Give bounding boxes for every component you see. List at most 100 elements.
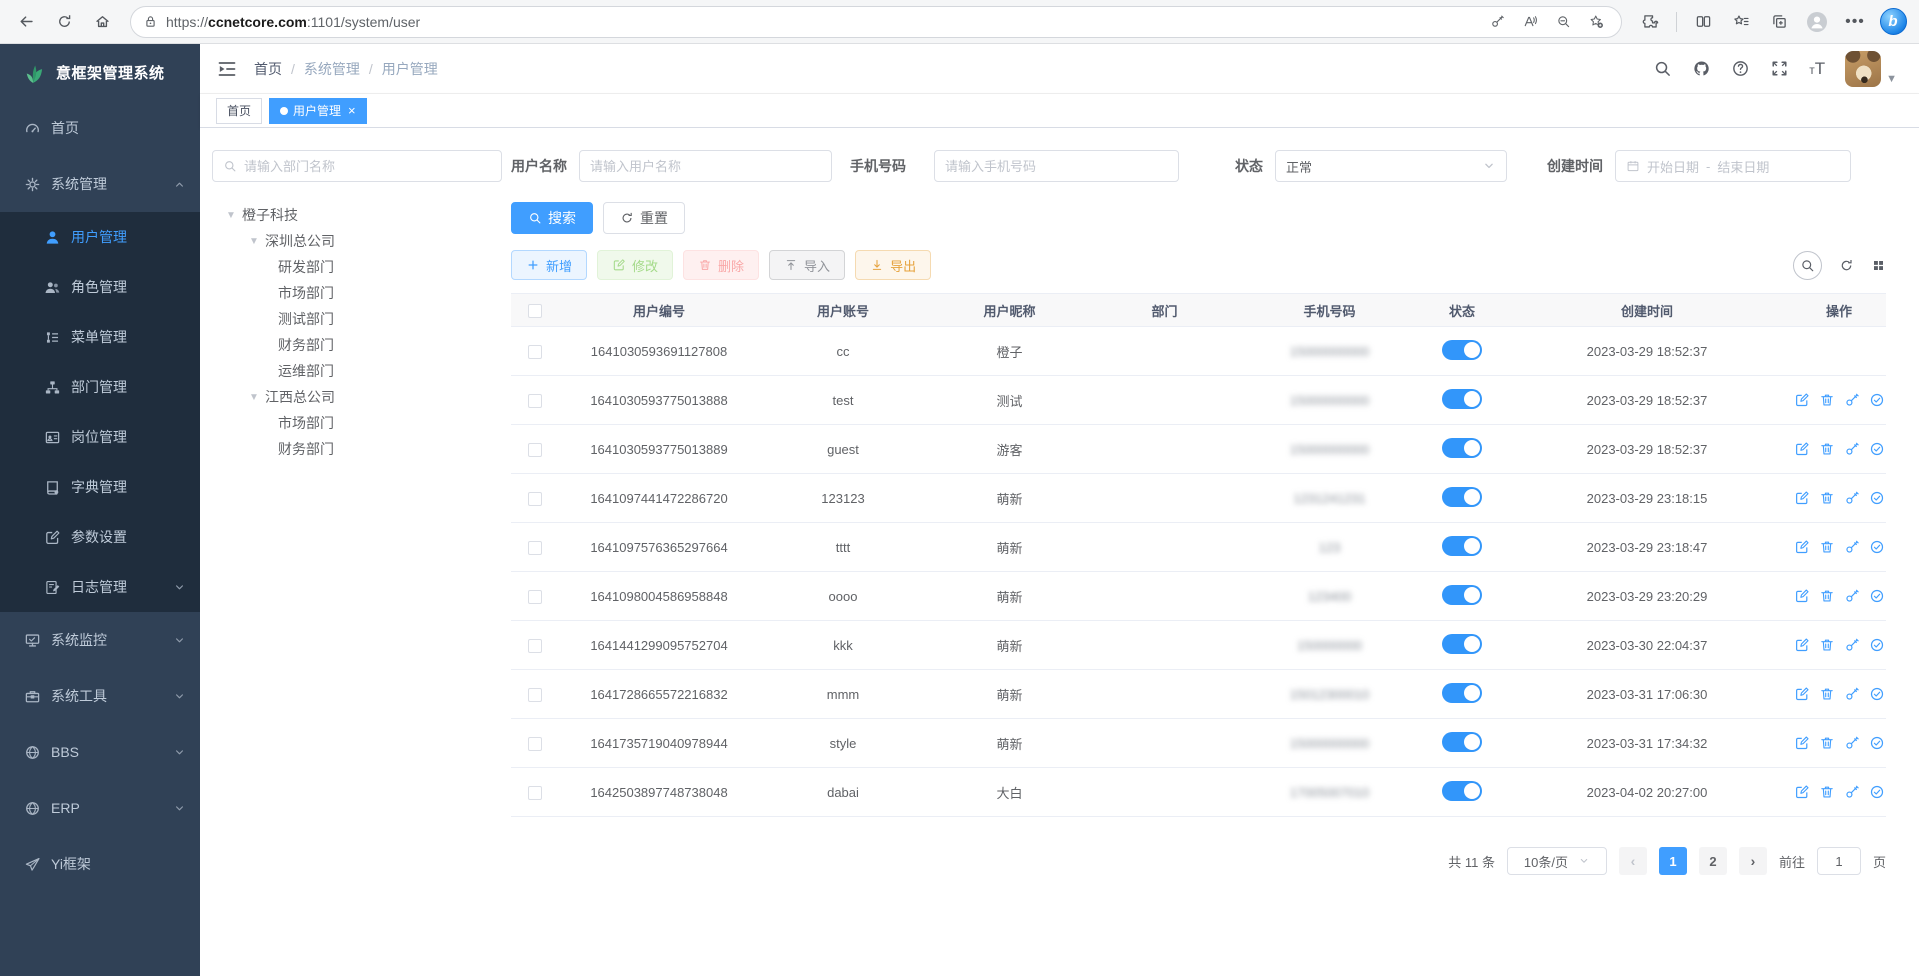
collections-button[interactable] <box>1763 6 1795 38</box>
row-edit-button[interactable] <box>1794 637 1810 653</box>
sidebar-item-home[interactable]: 首页 <box>0 100 200 156</box>
tree-node[interactable]: ▼ 橙子科技 <box>212 202 502 228</box>
sidebar-item-log-management[interactable]: 日志管理 <box>0 562 200 612</box>
reset-button[interactable]: 重置 <box>603 202 685 234</box>
delete-button[interactable]: 删除 <box>683 250 760 280</box>
row-reset-password-button[interactable] <box>1844 539 1860 555</box>
url-text[interactable]: https://ccnetcore.com:1101/system/user <box>166 13 421 30</box>
row-checkbox[interactable] <box>528 638 542 653</box>
tree-node[interactable]: 市场部门 <box>212 410 502 436</box>
status-toggle[interactable] <box>1442 584 1482 605</box>
row-reset-password-button[interactable] <box>1844 784 1860 800</box>
row-delete-button[interactable] <box>1819 637 1835 653</box>
sidebar-item-post-management[interactable]: 岗位管理 <box>0 412 200 462</box>
department-search-input[interactable] <box>212 150 502 182</box>
search-button[interactable]: 搜索 <box>511 202 593 234</box>
row-delete-button[interactable] <box>1819 784 1835 800</box>
split-screen-button[interactable] <box>1687 6 1719 38</box>
browser-profile-button[interactable] <box>1801 6 1833 38</box>
browser-back-button[interactable] <box>10 6 42 38</box>
row-assign-role-button[interactable] <box>1869 637 1885 653</box>
tree-caret-icon[interactable]: ▼ <box>249 235 259 247</box>
tree-node[interactable]: ▼ 江西总公司 <box>212 384 502 410</box>
row-assign-role-button[interactable] <box>1869 539 1885 555</box>
row-checkbox[interactable] <box>528 540 542 555</box>
column-settings-button[interactable] <box>1871 258 1886 273</box>
header-search-button[interactable] <box>1653 59 1672 78</box>
sidebar-item-bbs[interactable]: BBS <box>0 724 200 780</box>
tree-caret-icon[interactable]: ▼ <box>226 209 236 221</box>
status-toggle[interactable] <box>1442 486 1482 507</box>
lock-icon[interactable] <box>143 14 158 29</box>
tree-node[interactable]: 财务部门 <box>212 332 502 358</box>
status-toggle[interactable] <box>1442 731 1482 752</box>
help-button[interactable] <box>1731 59 1750 78</box>
date-start-placeholder[interactable]: 开始日期 <box>1647 159 1700 175</box>
phone-input[interactable] <box>934 150 1179 182</box>
row-edit-button[interactable] <box>1794 588 1810 604</box>
sidebar-item-erp[interactable]: ERP <box>0 780 200 836</box>
browser-refresh-button[interactable] <box>48 6 80 38</box>
status-toggle[interactable] <box>1442 633 1482 654</box>
row-delete-button[interactable] <box>1819 539 1835 555</box>
sidebar-item-parameter-settings[interactable]: 参数设置 <box>0 512 200 562</box>
row-checkbox[interactable] <box>528 344 542 359</box>
tree-node[interactable]: 市场部门 <box>212 280 502 306</box>
page-button-2[interactable]: 2 <box>1698 847 1727 875</box>
github-button[interactable] <box>1692 59 1711 78</box>
sidebar-item-system-management[interactable]: 系统管理 <box>0 156 200 212</box>
row-reset-password-button[interactable] <box>1844 637 1860 653</box>
row-edit-button[interactable] <box>1794 735 1810 751</box>
row-reset-password-button[interactable] <box>1844 441 1860 457</box>
tree-node[interactable]: 研发部门 <box>212 254 502 280</box>
zoom-out-icon[interactable] <box>1551 14 1576 29</box>
sidebar-item-yi-framework[interactable]: Yi框架 <box>0 836 200 892</box>
close-icon[interactable]: × <box>348 103 356 118</box>
tab-home[interactable]: 首页 <box>216 97 263 124</box>
fullscreen-button[interactable] <box>1770 59 1789 78</box>
breadcrumb-item[interactable]: 系统管理 <box>303 60 360 77</box>
phone-field[interactable] <box>945 158 1168 174</box>
row-checkbox[interactable] <box>528 736 542 751</box>
tree-node[interactable]: ▼ 深圳总公司 <box>212 228 502 254</box>
address-bar[interactable]: https://ccnetcore.com:1101/system/user <box>130 5 1622 38</box>
row-checkbox[interactable] <box>528 589 542 604</box>
sidebar-collapse-button[interactable] <box>216 58 238 80</box>
row-reset-password-button[interactable] <box>1844 588 1860 604</box>
row-assign-role-button[interactable] <box>1869 735 1885 751</box>
read-aloud-icon[interactable] <box>1518 14 1543 29</box>
sidebar-item-department-management[interactable]: 部门管理 <box>0 362 200 412</box>
bing-copilot-button[interactable]: b <box>1877 6 1909 38</box>
password-key-icon[interactable] <box>1485 14 1510 29</box>
table-refresh-button[interactable] <box>1839 258 1854 273</box>
status-toggle[interactable] <box>1442 339 1482 360</box>
date-end-placeholder[interactable]: 结束日期 <box>1717 159 1770 175</box>
user-menu[interactable]: ▼ <box>1845 50 1897 87</box>
row-checkbox[interactable] <box>528 687 542 702</box>
row-delete-button[interactable] <box>1819 686 1835 702</box>
toggle-search-button[interactable] <box>1793 250 1822 280</box>
row-assign-role-button[interactable] <box>1869 490 1885 506</box>
sidebar-item-system-tools[interactable]: 系统工具 <box>0 668 200 724</box>
status-toggle[interactable] <box>1442 535 1482 556</box>
row-assign-role-button[interactable] <box>1869 784 1885 800</box>
username-input[interactable] <box>579 150 832 182</box>
import-button[interactable]: 导入 <box>769 250 846 280</box>
favorites-button[interactable] <box>1725 6 1757 38</box>
row-checkbox[interactable] <box>528 785 542 800</box>
tree-node[interactable]: 运维部门 <box>212 358 502 384</box>
tab-user-management[interactable]: 用户管理 × <box>269 97 367 124</box>
row-checkbox[interactable] <box>528 393 542 408</box>
row-reset-password-button[interactable] <box>1844 490 1860 506</box>
extensions-button[interactable] <box>1634 6 1666 38</box>
row-delete-button[interactable] <box>1819 441 1835 457</box>
status-select[interactable]: 正常 <box>1275 150 1507 182</box>
page-button-1[interactable]: 1 <box>1658 847 1687 875</box>
next-page-button[interactable]: › <box>1738 847 1767 875</box>
sidebar-item-user-management[interactable]: 用户管理 <box>0 212 200 262</box>
tree-caret-icon[interactable]: ▼ <box>249 391 259 403</box>
sidebar-item-menu-management[interactable]: 菜单管理 <box>0 312 200 362</box>
select-all-checkbox[interactable] <box>528 303 542 318</box>
row-reset-password-button[interactable] <box>1844 392 1860 408</box>
status-toggle[interactable] <box>1442 682 1482 703</box>
